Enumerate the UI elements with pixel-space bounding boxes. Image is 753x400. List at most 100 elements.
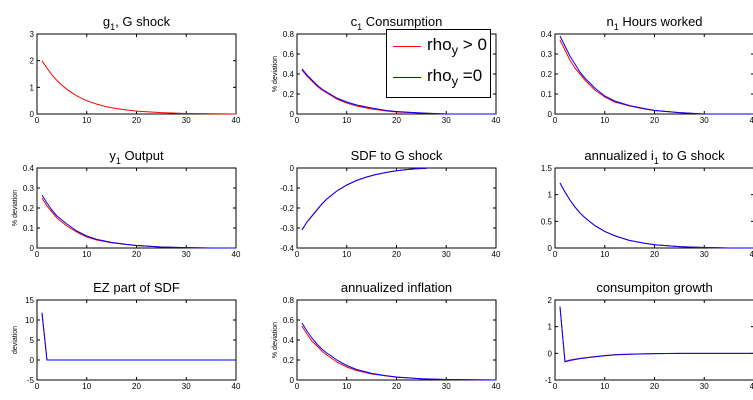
x-tick-label: 20	[132, 250, 141, 259]
axes-box	[554, 299, 753, 381]
title-text: annualized i	[584, 148, 653, 163]
series-line-2	[301, 167, 427, 231]
x-tick-label: 30	[442, 250, 451, 259]
y-tick-label: -0.3	[280, 224, 294, 233]
y-tick-label: 0.2	[283, 90, 295, 99]
x-tick-label: 20	[392, 116, 401, 125]
x-tick-label: 40	[492, 116, 501, 125]
title-subscript: 1	[614, 22, 619, 32]
series-line-2	[41, 312, 236, 361]
y-axis-label: % deviation	[272, 322, 279, 358]
y-tick-label: -0.2	[280, 204, 294, 213]
y-tick-label: 0.4	[283, 70, 295, 79]
x-tick-label: 10	[82, 250, 91, 259]
y-tick-label: 0	[548, 110, 553, 119]
x-tick-label: 10	[82, 382, 91, 391]
subplot-title: EZ part of SDF	[93, 280, 180, 295]
x-tick-label: 10	[600, 250, 609, 259]
x-tick-label: 40	[750, 382, 753, 391]
y-tick-label: 0.1	[23, 224, 35, 233]
y-tick-label: 15	[25, 296, 34, 305]
x-tick-label: 30	[442, 116, 451, 125]
subplot-title: c1 Consumption	[351, 14, 443, 32]
series-line-2	[559, 306, 753, 363]
y-tick-label: 1	[548, 323, 553, 332]
title-subscript: 1	[116, 156, 121, 166]
x-tick-label: 40	[492, 250, 501, 259]
title-text: annualized inflation	[341, 280, 452, 295]
x-tick-label: 40	[232, 250, 241, 259]
y-tick-label: 0	[30, 110, 35, 119]
axes-box	[36, 33, 237, 115]
axes-box	[554, 33, 753, 115]
legend-line-blue	[393, 77, 421, 78]
title-text: c	[351, 14, 358, 29]
title-text: g	[103, 14, 110, 29]
y-tick-label: 0.8	[283, 296, 295, 305]
subplot-title: consumpiton growth	[596, 280, 712, 295]
legend-line-red	[393, 46, 421, 47]
x-tick-label: 20	[650, 382, 659, 391]
x-tick-label: 0	[295, 250, 300, 259]
y-tick-label: 0.3	[23, 184, 35, 193]
series-line-2	[301, 68, 496, 115]
x-tick-label: 40	[232, 382, 241, 391]
axes-box	[36, 167, 237, 249]
y-tick-label: 2	[548, 296, 553, 305]
title-subscript: 1	[357, 22, 362, 32]
subplot-4: 0 10 20 30 40 0 0.1 0.2 0.3 0.4 % deviation y1 Outp…	[12, 148, 241, 259]
y-tick-label: 0.1	[541, 90, 553, 99]
y-tick-label: 0.2	[283, 356, 295, 365]
x-tick-label: 40	[232, 116, 241, 125]
series-line-2	[41, 194, 236, 249]
x-tick-label: 30	[182, 250, 191, 259]
x-tick-label: 20	[650, 250, 659, 259]
x-tick-label: 20	[132, 382, 141, 391]
y-tick-label: 3	[30, 30, 35, 39]
axes-box	[36, 299, 237, 381]
series-line-2	[301, 322, 497, 381]
y-tick-label: 0.5	[541, 217, 553, 226]
y-axis-label: % deviation	[12, 190, 19, 226]
series-line-2	[559, 182, 753, 249]
subplot-title: y1 Output	[109, 148, 164, 166]
legend-entry-1: rhoy > 0	[387, 33, 490, 63]
legend: rhoy > 0 rhoy =0	[386, 29, 491, 98]
x-tick-label: 30	[442, 382, 451, 391]
title-rest: to G shock	[659, 148, 725, 163]
title-text: SDF to G shock	[351, 148, 443, 163]
subplot-title: n1 Hours worked	[606, 14, 702, 32]
x-tick-label: 0	[553, 382, 558, 391]
x-tick-label: 10	[342, 116, 351, 125]
x-tick-label: 0	[553, 116, 558, 125]
x-tick-label: 10	[600, 116, 609, 125]
x-tick-label: 0	[553, 250, 558, 259]
x-tick-label: 0	[295, 116, 300, 125]
x-tick-label: 20	[392, 382, 401, 391]
axes-box	[296, 299, 497, 381]
axes-box	[296, 167, 497, 249]
y-axis-label: deviation	[12, 326, 19, 354]
y-tick-label: 2	[30, 57, 35, 66]
subplot-3: 0 10 20 30 40 0 0.1 0.2 0.3 0.4 n1 Hours worked	[541, 14, 753, 125]
y-tick-label: 0.8	[283, 30, 295, 39]
y-tick-label: 0.2	[541, 70, 553, 79]
x-tick-label: 20	[392, 250, 401, 259]
y-tick-label: 1	[548, 191, 553, 200]
title-text: EZ part of SDF	[93, 280, 180, 295]
subplot-title: annualized inflation	[341, 280, 452, 295]
y-tick-label: 0.4	[283, 336, 295, 345]
series-line-1	[41, 60, 237, 115]
x-tick-label: 0	[35, 250, 40, 259]
y-tick-label: 0	[290, 110, 295, 119]
y-tick-label: 0.6	[283, 316, 295, 325]
title-text: y	[109, 148, 116, 163]
x-tick-label: 30	[700, 250, 709, 259]
y-tick-label: -5	[27, 376, 35, 385]
title-rest: Consumption	[362, 14, 442, 29]
subplot-title: g1, G shock	[103, 14, 171, 32]
